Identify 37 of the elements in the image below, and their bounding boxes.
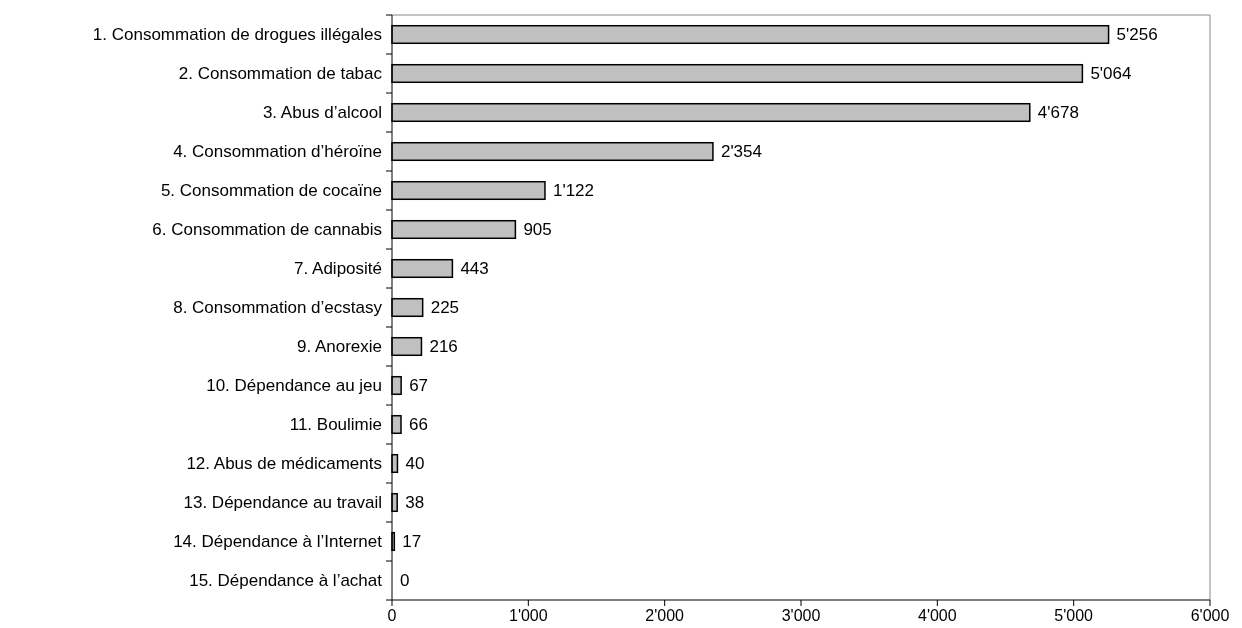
y-tick-label: 7. Adiposité	[294, 259, 382, 279]
x-tick-label: 5'000	[1054, 607, 1094, 624]
x-tick-label: 0	[387, 607, 397, 624]
y-tick-label: 10. Dépendance au jeu	[206, 376, 382, 396]
y-tick-label: 2. Consommation de tabac	[178, 64, 383, 84]
data-label: 216	[429, 337, 458, 357]
x-tick-label: 1'000	[509, 607, 548, 624]
data-label: 225	[430, 298, 460, 318]
y-tick-label: 11. Boulimie	[289, 415, 382, 435]
data-label: 5'256	[1116, 25, 1158, 45]
data-label: 67	[409, 376, 429, 396]
y-tick-label: 8. Consommation d’ecstasy	[173, 298, 383, 318]
data-label: 5'064	[1090, 64, 1132, 84]
y-tick-label: 9. Anorexie	[296, 337, 382, 357]
x-tick-label: 2'000	[645, 607, 685, 624]
y-tick-label: 14. Dépendance à l’Internet	[173, 532, 383, 552]
data-label: 0	[400, 571, 410, 591]
y-tick-label: 15. Dépendance à l’achat	[189, 571, 383, 591]
data-label: 905	[523, 220, 552, 240]
y-tick-label: 1. Consommation de drogues illégales	[92, 25, 382, 45]
y-tick-label: 13. Dépendance au travail	[183, 493, 382, 513]
data-label: 2'354	[720, 142, 763, 162]
data-label: 17	[402, 532, 422, 552]
data-label: 4'678	[1037, 103, 1079, 123]
y-tick-label: 3. Abus d’alcool	[262, 103, 382, 123]
data-label: 1'122	[552, 181, 595, 201]
y-tick-label: 6. Consommation de cannabis	[152, 220, 382, 240]
x-tick-label: 6'000	[1190, 607, 1230, 624]
data-label: 40	[405, 454, 425, 474]
x-tick-label: 4'000	[918, 607, 957, 624]
data-label: 66	[409, 415, 428, 435]
y-tick-label: 5. Consommation de cocaïne	[160, 181, 382, 201]
y-tick-label: 12. Abus de médicaments	[186, 454, 382, 474]
data-label: 443	[460, 259, 489, 279]
x-tick-label: 3'000	[781, 607, 821, 624]
y-tick-label: 4. Consommation d’héroïne	[173, 142, 382, 162]
data-label: 38	[405, 493, 425, 513]
